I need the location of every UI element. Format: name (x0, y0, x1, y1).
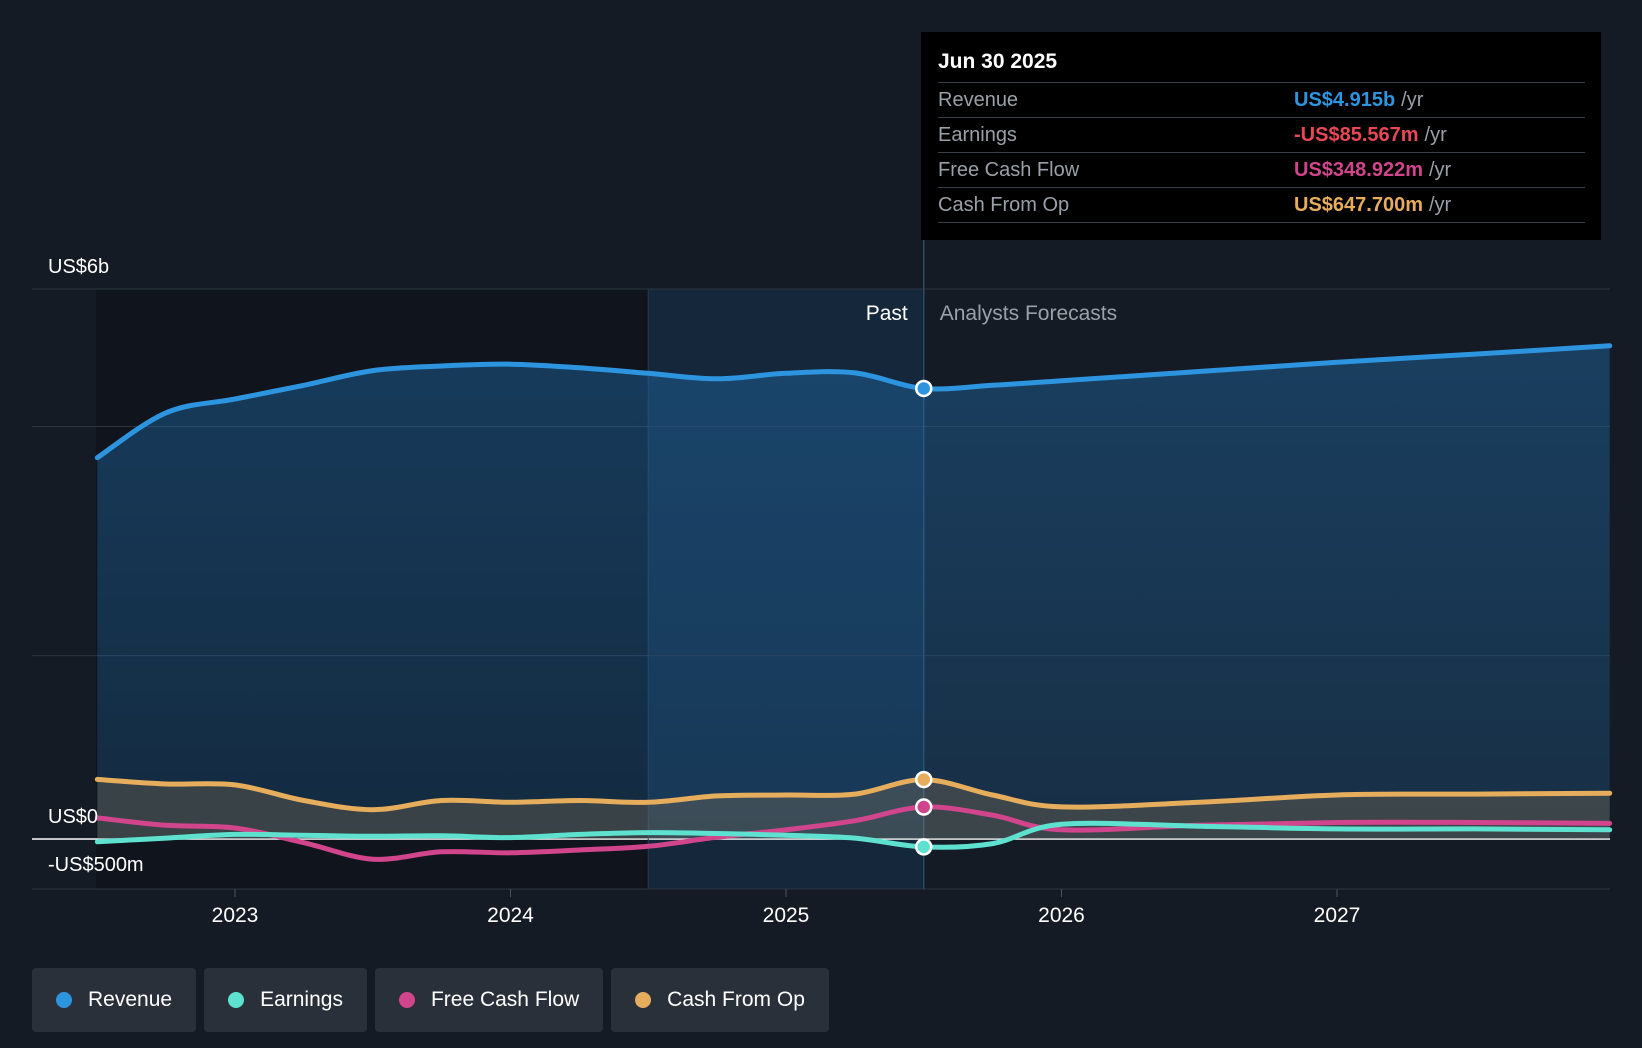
legend-label: Revenue (88, 988, 173, 1011)
x-tick-label: 2027 (1314, 904, 1361, 927)
area-revenue (97, 345, 1610, 839)
free-cash-flow-dot-icon (398, 992, 415, 1008)
cash-from-op-dot-icon (635, 992, 652, 1008)
legend-label: Cash From Op (667, 988, 805, 1011)
tooltip-unit: /yr (1401, 88, 1424, 111)
legend-item-free-cash-flow[interactable]: Free Cash Flow (374, 968, 604, 1032)
tooltip-row-revenue: Revenue US$4.915b /yr (938, 82, 1585, 117)
earnings-dot-icon (228, 992, 245, 1008)
tooltip-row-earnings: Earnings -US$85.567m /yr (938, 117, 1585, 152)
tooltip: Jun 30 2025 Revenue US$4.915b /yr Earnin… (921, 32, 1601, 240)
tooltip-value: US$4.915b (1294, 88, 1396, 111)
past-label: Past (866, 302, 908, 325)
tooltip-row-free-cash-flow: Free Cash Flow US$348.922m /yr (938, 152, 1585, 187)
marker-earnings (915, 838, 933, 856)
forecast-label: Analysts Forecasts (940, 302, 1117, 325)
tooltip-unit: /yr (1428, 193, 1452, 216)
legend-label: Free Cash Flow (430, 988, 580, 1011)
tooltip-label: Earnings (938, 123, 1017, 146)
tooltip-value: US$647.700m (1294, 193, 1423, 216)
marker-revenue (915, 379, 933, 398)
legend: Revenue Earnings Free Cash Flow Cash Fro… (32, 968, 837, 1032)
y-axis-label: -US$500m (48, 854, 144, 876)
tooltip-row-cash-from-op: Cash From Op US$647.700m /yr (938, 187, 1585, 223)
line-cash-from-op (94, 776, 1613, 813)
legend-item-revenue[interactable]: Revenue (32, 968, 197, 1032)
tooltip-unit: /yr (1428, 158, 1452, 181)
y-axis-label: US$6b (48, 256, 109, 278)
tooltip-label: Cash From Op (938, 193, 1070, 216)
tooltip-date: Jun 30 2025 (938, 50, 1058, 73)
legend-item-cash-from-op[interactable]: Cash From Op (611, 968, 829, 1032)
tooltip-value: -US$85.567m (1294, 123, 1419, 146)
tooltip-label: Revenue (938, 88, 1019, 111)
tooltip-label: Free Cash Flow (938, 158, 1080, 181)
tooltip-value: US$348.922m (1294, 158, 1423, 181)
x-tick-label: 2025 (763, 904, 810, 927)
tooltip-unit: /yr (1424, 123, 1447, 146)
revenue-dot-icon (56, 992, 72, 1008)
legend-label: Earnings (260, 988, 343, 1011)
marker-cash-from-op (915, 770, 933, 789)
line-revenue (94, 343, 1613, 461)
legend-item-earnings[interactable]: Earnings (204, 968, 367, 1032)
x-tick-label: 2026 (1038, 904, 1085, 927)
x-tick-label: 2023 (212, 904, 259, 927)
x-tick-label: 2024 (487, 904, 534, 927)
marker-free-cash-flow (915, 798, 933, 816)
y-axis-label: US$0 (48, 806, 98, 828)
line-earnings (94, 820, 1613, 850)
